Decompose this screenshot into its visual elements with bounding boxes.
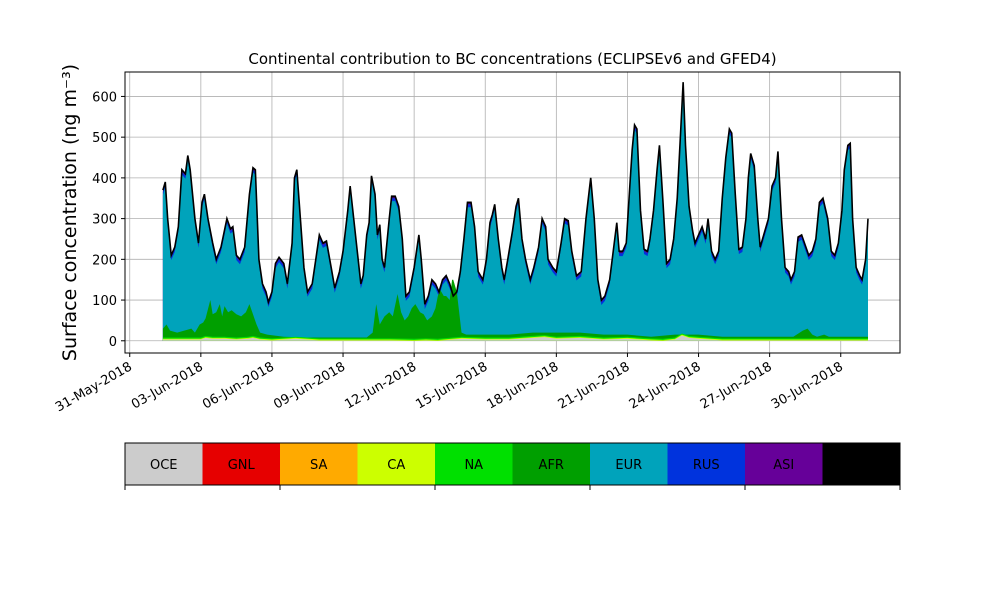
x-tick-label: 15-Jun-2018: [413, 359, 490, 412]
x-tick-label: 24-Jun-2018: [627, 359, 704, 412]
y-tick-label: 600: [92, 90, 117, 105]
x-tick-label: 12-Jun-2018: [342, 359, 419, 412]
x-tick-label: 09-Jun-2018: [271, 359, 348, 412]
y-tick-label: 400: [92, 172, 117, 187]
area-series: [162, 82, 869, 341]
legend-label-rus: RUS: [693, 458, 720, 473]
series-eur: [162, 87, 869, 341]
legend-swatch-asi: [745, 443, 823, 485]
legend-label-oce: OCE: [150, 458, 178, 473]
x-tick-label: 30-Jun-2018: [769, 359, 846, 412]
x-tick-label: 03-Jun-2018: [129, 359, 206, 412]
y-tick-label: 100: [92, 294, 117, 309]
series-oce: [162, 335, 869, 341]
x-tick-label: 21-Jun-2018: [556, 359, 633, 412]
legend-swatch-afr: [512, 443, 591, 485]
x-tick-label: 18-Jun-2018: [485, 359, 562, 412]
legend-label-gnl: GNL: [228, 458, 256, 473]
series-afr: [162, 279, 869, 341]
legend-swatch-oce: [125, 443, 203, 485]
legend-frame: [124, 442, 901, 486]
legend-swatch-sa: [280, 443, 358, 485]
y-tick-label: 300: [92, 213, 117, 228]
legend-label-afr: AFR: [539, 458, 564, 473]
x-tick-label: 06-Jun-2018: [200, 359, 277, 412]
legend-label-aus: AUS: [848, 458, 875, 473]
y-axis-label: Surface concentration (ng m⁻³): [59, 64, 81, 361]
y-tick-label: 500: [92, 131, 117, 146]
legend-label-asi: ASI: [773, 458, 794, 473]
x-tick-label: 31-May-2018: [53, 359, 135, 415]
legend-label-eur: EUR: [615, 458, 642, 473]
chart-title: Continental contribution to BC concentra…: [248, 50, 776, 68]
series-total-line: [162, 82, 869, 305]
y-tick-label: 200: [92, 253, 117, 268]
y-tick-label: 0: [109, 335, 117, 350]
legend-swatch-na: [435, 443, 513, 485]
legend-label-na: NA: [464, 458, 483, 473]
legend-colorbar: OCE GNL SA CA NA AFR EUR RUS ASI AUS: [124, 442, 901, 490]
legend-label-ca: CA: [387, 458, 405, 473]
legend-swatch-gnl: [202, 443, 281, 485]
legend-label-sa: SA: [310, 458, 327, 473]
legend-swatch-eur: [590, 443, 668, 485]
legend-swatch-rus: [667, 443, 746, 485]
x-tick-label: 27-Jun-2018: [698, 359, 775, 412]
legend-swatch-ca: [357, 443, 436, 485]
plot-frame: [124, 71, 901, 354]
legend-swatch-aus: [822, 443, 901, 485]
